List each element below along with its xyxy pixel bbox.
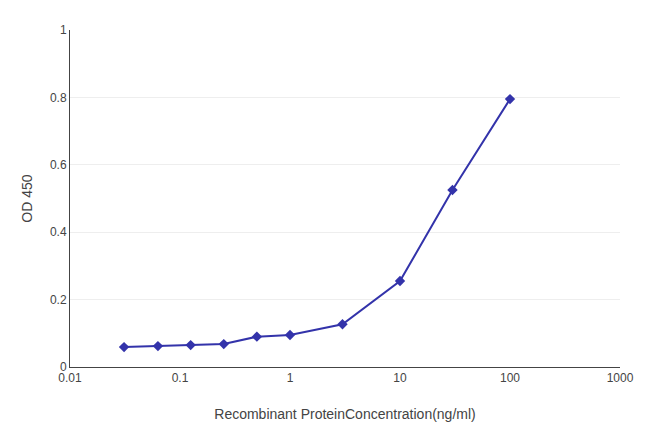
svg-text:0.2: 0.2 bbox=[50, 293, 67, 307]
svg-text:10: 10 bbox=[393, 371, 407, 385]
svg-text:1: 1 bbox=[60, 23, 67, 37]
svg-text:Recombinant ProteinConcentrati: Recombinant ProteinConcentration(ng/ml) bbox=[214, 406, 475, 422]
svg-text:100: 100 bbox=[500, 371, 520, 385]
svg-text:1000: 1000 bbox=[607, 371, 634, 385]
svg-text:0.6: 0.6 bbox=[50, 158, 67, 172]
svg-text:0.4: 0.4 bbox=[50, 225, 67, 239]
svg-text:0.01: 0.01 bbox=[58, 371, 82, 385]
svg-text:0: 0 bbox=[60, 360, 67, 374]
svg-text:1: 1 bbox=[287, 371, 294, 385]
svg-text:OD 450: OD 450 bbox=[19, 174, 35, 222]
svg-text:0.1: 0.1 bbox=[172, 371, 189, 385]
svg-text:0.8: 0.8 bbox=[50, 91, 67, 105]
